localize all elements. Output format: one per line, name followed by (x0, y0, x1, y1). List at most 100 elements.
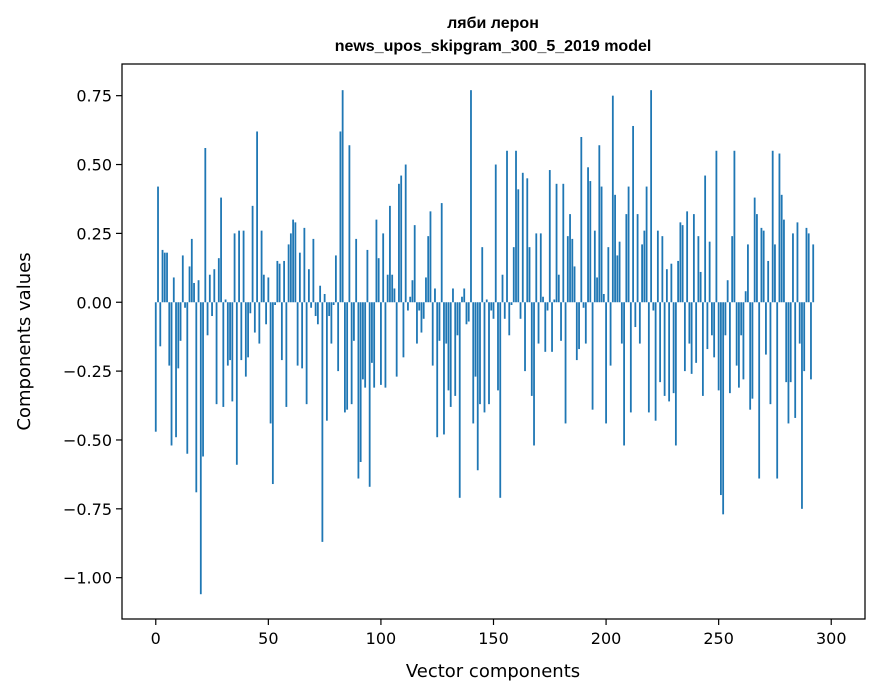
bar (753, 197, 756, 303)
bar (454, 302, 457, 396)
bar (474, 302, 477, 377)
bar (157, 186, 159, 303)
bar (503, 302, 506, 319)
x-tick-label: 250 (703, 629, 734, 648)
bar (706, 302, 709, 350)
bar (217, 258, 220, 303)
bar (244, 302, 247, 377)
y-tick-label: −1.00 (63, 569, 112, 588)
bar (589, 181, 592, 303)
bar (629, 302, 632, 413)
bar (190, 238, 193, 303)
x-tick-label: 50 (258, 629, 278, 648)
bar (204, 148, 207, 303)
bar (404, 164, 407, 303)
bar (341, 90, 344, 303)
bar (312, 238, 315, 303)
bar (321, 302, 324, 542)
bar (771, 150, 774, 303)
bar (740, 302, 743, 336)
bar (274, 302, 276, 305)
bar (249, 302, 252, 314)
bar (661, 236, 664, 303)
bar (524, 302, 526, 372)
bar (501, 274, 504, 303)
bar (794, 302, 797, 418)
bar (463, 288, 466, 303)
y-tick-label: 0.50 (76, 156, 112, 175)
bar (325, 302, 328, 421)
bar (611, 95, 614, 303)
bar (431, 302, 434, 366)
bar (265, 302, 267, 325)
bar (289, 233, 292, 303)
bar (298, 252, 301, 303)
bar (154, 302, 157, 432)
bar (580, 136, 583, 303)
bar (355, 238, 358, 303)
bar (733, 150, 736, 303)
bar (652, 302, 655, 311)
bar (449, 302, 452, 407)
bar (310, 302, 313, 308)
bar (796, 222, 799, 303)
bar (411, 280, 414, 303)
bar (573, 266, 576, 303)
bar (767, 260, 770, 303)
bar (269, 302, 272, 424)
bar (665, 269, 668, 303)
bar (476, 302, 479, 471)
x-tick-label: 300 (816, 629, 847, 648)
bar (224, 299, 227, 303)
bar (749, 302, 752, 410)
chart-subtitle: news_upos_skipgram_300_5_2019 model (335, 38, 652, 55)
bar (717, 302, 720, 391)
bar (287, 244, 290, 303)
bar (494, 164, 497, 303)
bar (609, 302, 612, 366)
bar (362, 302, 364, 380)
bar (251, 205, 254, 303)
bar (695, 302, 698, 363)
bar (195, 302, 198, 493)
bar (810, 302, 812, 380)
bar (789, 302, 792, 383)
y-tick-label: −0.50 (63, 431, 112, 450)
bar (512, 247, 515, 303)
bar (564, 302, 567, 424)
bar (226, 302, 229, 366)
bar (688, 302, 691, 344)
bar (663, 302, 666, 396)
y-tick-label: 0.25 (76, 224, 112, 243)
bar (371, 302, 373, 363)
bar (659, 302, 662, 383)
bar (445, 302, 448, 344)
bar (328, 302, 331, 317)
bar (735, 302, 738, 366)
bar (722, 302, 725, 515)
bar (186, 302, 189, 454)
bar (377, 258, 380, 303)
y-axis-label: Components values (14, 252, 35, 430)
bar (443, 302, 445, 435)
bar (692, 214, 695, 303)
bar (440, 203, 443, 303)
bar (618, 241, 621, 303)
bar (607, 247, 610, 303)
bar (386, 274, 389, 303)
bar (166, 252, 168, 303)
bar (765, 302, 767, 355)
bar (553, 299, 556, 303)
bar (557, 274, 560, 303)
y-tick-label: 0.75 (76, 87, 112, 106)
bar (654, 302, 657, 421)
bar (384, 302, 387, 388)
bar (656, 230, 659, 303)
bar (188, 266, 191, 303)
bar (452, 288, 454, 303)
x-tick-label: 150 (478, 629, 509, 648)
bar (407, 302, 409, 311)
bar (247, 302, 249, 358)
bar (677, 260, 680, 303)
